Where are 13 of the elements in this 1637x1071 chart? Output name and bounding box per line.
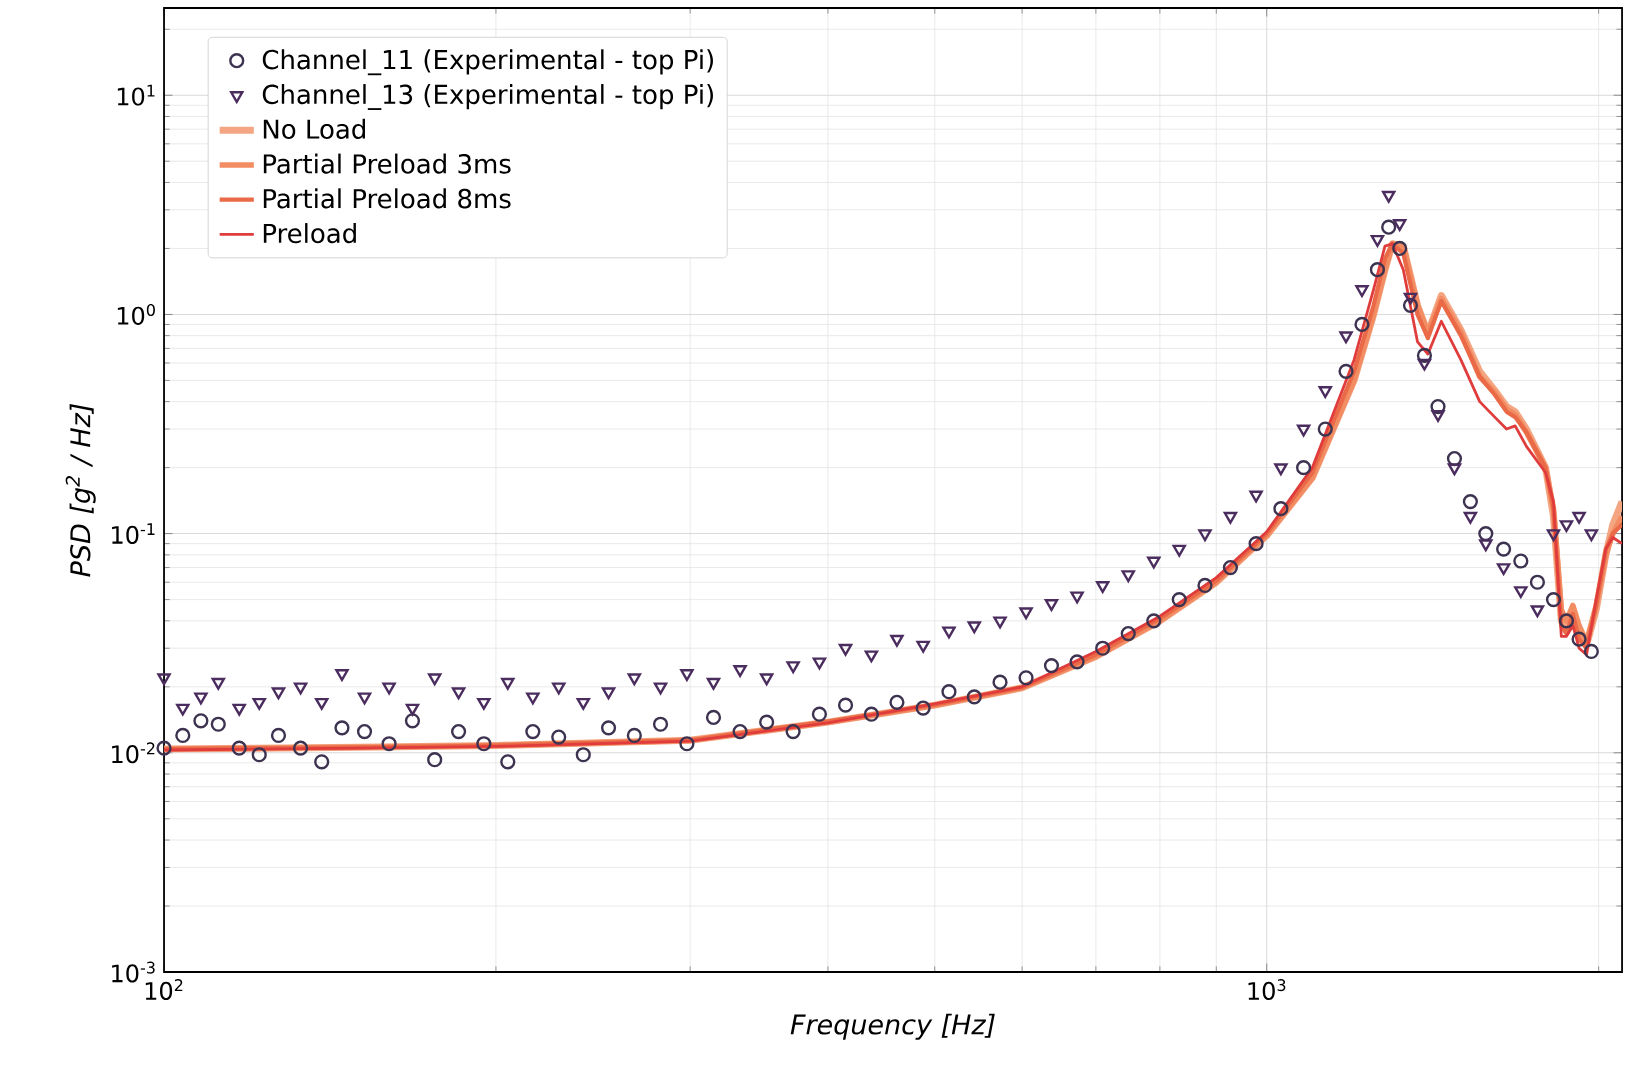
y-tick-label: 10$^{-1}$ (112, 523, 155, 544)
x-tick-label: 10$^{3}$ (1248, 979, 1286, 1000)
legend-label: No Load (263, 118, 365, 139)
legend-label: Channel_11 (Experimental - top Pi) (262, 49, 713, 76)
y-tick-label: 10$^{-2}$ (112, 742, 155, 764)
x-axis-title: Frequency [Hz] (790, 1013, 995, 1040)
legend-label: Partial Preload 3ms (263, 153, 511, 174)
y-axis-title: PSD [g$^{2}$ / Hz] (65, 403, 96, 577)
y-tick-label: 10$^{1}$ (117, 84, 155, 106)
legend-label: Preload (263, 223, 356, 244)
legend-label: Partial Preload 8ms (263, 188, 511, 209)
y-tick-label: 10$^{0}$ (117, 303, 155, 325)
legend-label: Channel_13 (Experimental - top Pi) (262, 84, 713, 110)
